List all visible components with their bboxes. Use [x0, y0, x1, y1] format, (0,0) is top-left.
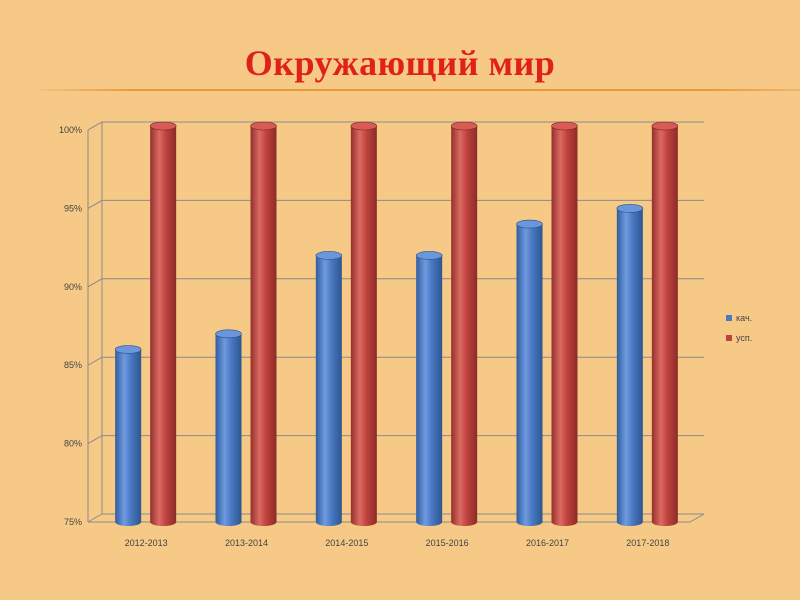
x-tick-label: 2012-2013 — [125, 538, 168, 548]
bar-series-1 — [616, 204, 644, 526]
x-axis — [88, 513, 705, 523]
y-tick-label: 85% — [64, 360, 82, 370]
bar-series-1 — [215, 329, 242, 526]
bar-series-2 — [450, 121, 478, 526]
x-tick-label: 2017-2018 — [626, 538, 669, 548]
x-tick-label: 2016-2017 — [526, 538, 569, 548]
grid-lines — [87, 121, 704, 523]
page-title: Окружающий мир — [244, 43, 556, 83]
x-tick-label: 2015-2016 — [426, 538, 469, 548]
x-tick-label: 2013-2014 — [225, 538, 268, 548]
axes — [87, 122, 705, 523]
legend: кач. усп. — [726, 313, 752, 343]
legend-label: усп. — [736, 333, 752, 343]
bar-series-2 — [551, 121, 578, 526]
gridline — [87, 356, 704, 366]
bar-series-2 — [350, 121, 378, 526]
x-tick-label: 2014-2015 — [325, 538, 368, 548]
gridline — [87, 121, 704, 131]
legend-swatch — [726, 335, 732, 341]
bar-series-1 — [114, 345, 142, 526]
bars — [114, 121, 679, 526]
gridline — [87, 199, 704, 209]
bar-series-2 — [250, 121, 277, 526]
y-tick-label: 80% — [64, 439, 82, 449]
bar-series-1 — [315, 251, 343, 526]
gridline — [87, 513, 704, 523]
bar-series-2 — [149, 121, 177, 526]
y-tick-label: 95% — [64, 203, 82, 213]
bar-series-2 — [651, 121, 679, 526]
bar-series-1 — [516, 219, 543, 526]
y-tick-label: 75% — [64, 517, 82, 527]
bar-series-1 — [415, 251, 443, 526]
y-tick-label: 90% — [64, 282, 82, 292]
legend-swatch — [726, 315, 732, 321]
y-tick-label: 100% — [59, 125, 82, 135]
gridline — [87, 278, 704, 288]
title-divider — [40, 89, 800, 91]
legend-label: кач. — [736, 313, 752, 323]
gridline — [87, 435, 704, 445]
axis-labels: 75% 80% 85% 90% 95% 100% 2012-2013 2013-2014 201… — [59, 125, 669, 548]
